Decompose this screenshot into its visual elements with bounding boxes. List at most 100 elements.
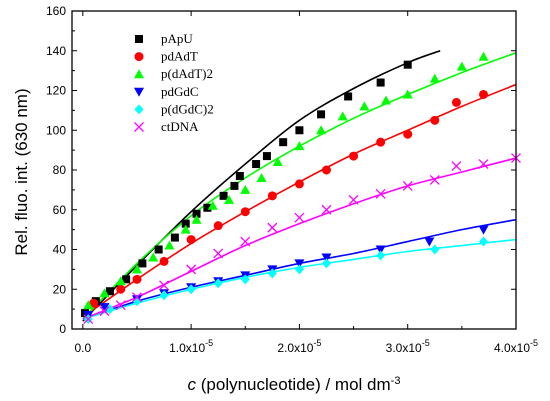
- data-point: [132, 274, 142, 284]
- y-tick-label: 60: [53, 203, 67, 217]
- data-point: [267, 222, 278, 233]
- legend-label: pApU: [161, 31, 193, 46]
- data-point: [429, 73, 440, 83]
- data-point: [99, 303, 110, 313]
- data-point: [451, 161, 462, 171]
- legend-marker: [134, 104, 144, 115]
- legend-label: p(dAdT)2: [161, 66, 213, 81]
- data-point: [451, 97, 461, 107]
- data-point: [321, 258, 331, 269]
- data-points: [80, 51, 521, 325]
- data-point: [479, 89, 489, 99]
- data-point: [403, 129, 413, 139]
- data-point: [294, 212, 305, 223]
- x-axis-title-italic: c: [188, 375, 197, 394]
- data-point: [105, 304, 115, 315]
- data-point: [170, 233, 179, 242]
- y-tick-label: 140: [46, 44, 66, 58]
- data-point: [349, 151, 359, 161]
- data-point: [138, 259, 147, 268]
- y-axis-title: Rel. fluo. int. (630 nm): [12, 88, 31, 255]
- data-point: [295, 126, 304, 135]
- data-point: [148, 252, 159, 262]
- series-p(dAdT)2: [83, 51, 489, 310]
- series-pdAdT: [89, 89, 489, 308]
- data-point: [115, 276, 126, 286]
- y-tick-label: 120: [46, 84, 66, 98]
- data-point: [116, 284, 126, 294]
- legend-marker: [134, 52, 144, 62]
- data-point: [337, 111, 348, 121]
- legend-label: pdAdT: [161, 49, 198, 64]
- series-p(dGdC)2: [83, 236, 489, 325]
- data-point: [186, 264, 197, 275]
- data-point: [348, 194, 359, 205]
- data-point: [99, 306, 110, 317]
- data-point: [375, 188, 386, 199]
- x-axis: 0.0 1.0x10-5 2.0x10-5 3.0x10-5 4.0x10-5: [74, 11, 538, 355]
- data-point: [180, 224, 191, 234]
- data-point: [478, 159, 489, 169]
- data-point: [159, 290, 169, 301]
- data-point: [99, 288, 110, 298]
- data-point: [272, 157, 283, 167]
- data-point: [344, 92, 353, 101]
- data-point: [192, 209, 201, 218]
- data-point: [235, 171, 244, 180]
- data-point: [294, 179, 304, 189]
- data-point: [376, 250, 386, 261]
- data-point: [164, 240, 175, 250]
- data-point: [213, 221, 223, 231]
- data-point: [479, 236, 489, 247]
- y-tick-label: 80: [53, 163, 67, 177]
- y-tick-label: 0: [59, 322, 66, 336]
- data-point: [191, 214, 202, 224]
- legend-marker: [134, 122, 144, 132]
- data-point: [375, 245, 386, 255]
- data-point: [403, 60, 412, 69]
- data-point: [376, 78, 385, 87]
- data-point: [267, 268, 277, 279]
- data-point: [294, 141, 305, 151]
- fit-curve-ctDNA: [82, 157, 517, 320]
- legend-marker: [135, 35, 143, 43]
- data-point: [132, 292, 142, 303]
- data-point: [131, 264, 142, 274]
- x-tick-label: 2.0x10-5: [277, 338, 321, 355]
- y-tick-label: 100: [46, 123, 66, 137]
- data-point: [430, 244, 440, 255]
- x-axis-title: c (polynucleotide) / mol dm-3: [188, 375, 401, 394]
- data-point: [294, 259, 305, 269]
- data-point: [122, 275, 131, 284]
- legend: pApU pdAdT p(dAdT)2 pdGdC p(dGdC)2 ctDNA: [134, 31, 214, 134]
- data-point: [240, 207, 250, 217]
- data-point: [159, 280, 170, 291]
- data-point: [224, 194, 235, 204]
- data-point: [279, 138, 288, 147]
- data-point: [294, 264, 304, 275]
- data-point: [252, 160, 261, 169]
- data-point: [83, 314, 94, 325]
- x-axis-title-text: (polynucleotide) / mol dm: [196, 375, 391, 394]
- data-point: [376, 137, 386, 147]
- legend-label: ctDNA: [161, 119, 199, 134]
- data-point: [321, 165, 331, 175]
- data-point: [230, 181, 239, 190]
- data-point: [83, 300, 94, 310]
- data-point: [402, 180, 413, 191]
- series-pApU: [80, 60, 412, 318]
- data-point: [115, 300, 126, 311]
- x-tick-label: 1.0x10-5: [169, 338, 213, 355]
- data-point: [159, 256, 169, 266]
- data-point: [262, 152, 271, 161]
- legend-label: pdGdC: [161, 84, 199, 99]
- legend-marker: [134, 87, 144, 97]
- data-point: [105, 287, 114, 296]
- x-tick-label: 0.0: [74, 341, 91, 355]
- data-point: [359, 101, 370, 111]
- data-point: [186, 284, 196, 295]
- data-point: [456, 61, 467, 71]
- data-point: [430, 115, 440, 125]
- x-tick-label: 3.0x10-5: [386, 338, 430, 355]
